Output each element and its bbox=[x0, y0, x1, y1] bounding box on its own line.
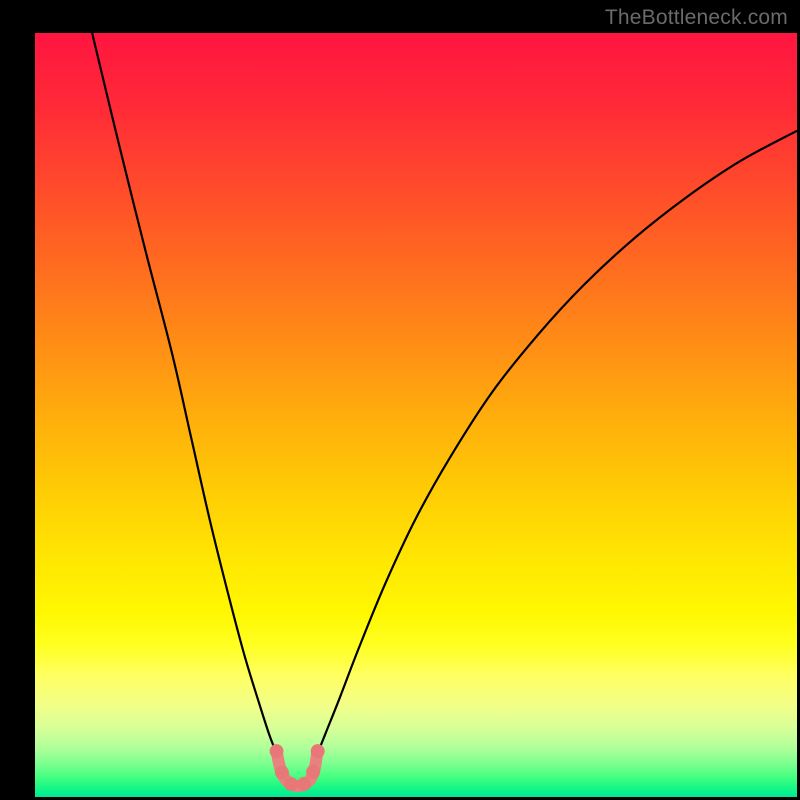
u-marker bbox=[311, 744, 325, 758]
u-marker bbox=[306, 765, 320, 779]
u-marker bbox=[284, 777, 298, 791]
watermark-text: TheBottleneck.com bbox=[605, 6, 788, 30]
u-marker bbox=[297, 777, 311, 791]
chart-canvas: TheBottleneck.com bbox=[0, 0, 800, 800]
gradient-background bbox=[35, 33, 797, 797]
u-marker bbox=[270, 744, 284, 758]
plot-area bbox=[35, 33, 797, 797]
u-marker bbox=[275, 766, 289, 780]
